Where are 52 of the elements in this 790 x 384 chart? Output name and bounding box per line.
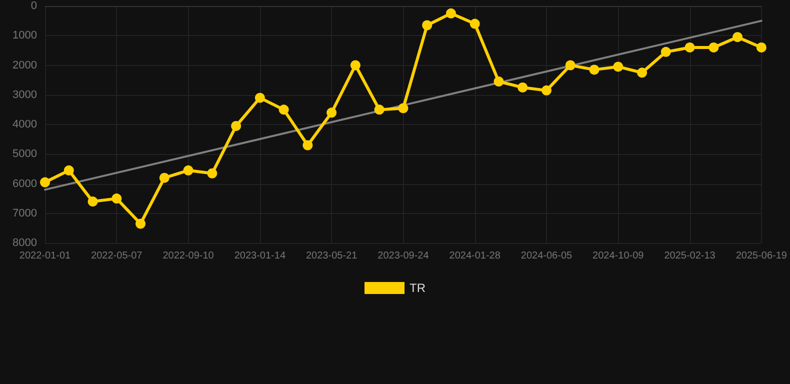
point bbox=[518, 82, 528, 92]
point bbox=[112, 194, 122, 204]
point bbox=[542, 85, 552, 96]
y-tick-label: 1000 bbox=[12, 30, 37, 42]
point bbox=[660, 46, 671, 57]
point bbox=[326, 108, 337, 118]
point bbox=[565, 60, 576, 70]
y-tick-label: 2000 bbox=[12, 59, 37, 72]
point bbox=[40, 177, 50, 188]
point bbox=[398, 103, 408, 114]
x-tick-label: 2023-01-14 bbox=[234, 250, 286, 262]
point bbox=[732, 32, 743, 42]
point bbox=[278, 104, 289, 115]
point bbox=[231, 120, 242, 131]
x-tick-label: 2022-09-10 bbox=[162, 250, 214, 262]
point bbox=[446, 8, 456, 18]
point bbox=[64, 165, 74, 176]
legend-label: TR bbox=[410, 281, 426, 295]
point bbox=[422, 20, 432, 30]
point bbox=[684, 42, 695, 52]
x-tick-label: 2024-10-09 bbox=[592, 250, 644, 262]
x-tick-label: 2023-05-21 bbox=[306, 250, 358, 262]
point bbox=[756, 42, 766, 52]
y-tick-label: 8000 bbox=[12, 237, 37, 249]
point bbox=[302, 140, 313, 150]
x-tick-label: 2022-05-07 bbox=[91, 250, 143, 262]
point bbox=[637, 68, 648, 78]
point bbox=[494, 76, 504, 87]
x-tick-label: 2025-06-19 bbox=[736, 250, 788, 262]
point bbox=[374, 104, 384, 115]
x-tick-label: 2024-01-28 bbox=[449, 250, 501, 262]
point bbox=[613, 62, 624, 72]
y-tick-label: 0 bbox=[30, 0, 37, 12]
point bbox=[88, 196, 98, 207]
x-tick-label: 2023-09-24 bbox=[378, 250, 430, 262]
y-tick-label: 7000 bbox=[12, 207, 37, 220]
point bbox=[254, 92, 265, 103]
x-tick-label: 2025-02-13 bbox=[664, 250, 716, 262]
x-tick-label: 2024-06-05 bbox=[520, 250, 573, 262]
point bbox=[350, 60, 360, 70]
point bbox=[136, 218, 146, 229]
y-tick-label: 6000 bbox=[12, 178, 37, 190]
point bbox=[589, 64, 600, 75]
y-tick-label: 4000 bbox=[12, 118, 37, 130]
point bbox=[207, 168, 218, 178]
point bbox=[470, 18, 480, 29]
point bbox=[708, 42, 719, 52]
x-tick-label: 2022-01-01 bbox=[19, 250, 72, 262]
point bbox=[183, 165, 194, 176]
y-tick-label: 5000 bbox=[12, 148, 37, 160]
point bbox=[159, 172, 170, 183]
y-tick-label: 3000 bbox=[12, 88, 37, 101]
